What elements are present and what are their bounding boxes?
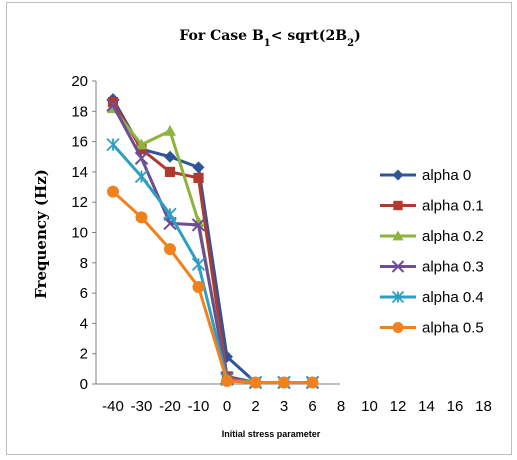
legend-entry: alpha 0.3	[380, 259, 484, 276]
x-tick-label: -40	[102, 398, 124, 415]
x-tick-label: -20	[159, 398, 181, 415]
y-tick-label: 8	[80, 255, 88, 272]
x-axis-label: Initial stress parameter	[222, 429, 321, 439]
title-text: For Case B	[179, 28, 264, 44]
title-mid: < sqrt(2B	[271, 28, 347, 44]
data-point	[278, 376, 290, 389]
data-point	[306, 376, 319, 389]
y-tick-label: 16	[71, 134, 88, 151]
x-tick-label: -30	[131, 398, 153, 415]
series-alpha-0	[107, 93, 319, 389]
legend-entry: alpha 0.4	[380, 289, 484, 306]
title-sub2: 2	[347, 38, 354, 49]
data-point	[135, 211, 148, 224]
x-tick-label: 10	[361, 398, 378, 415]
data-point	[192, 281, 205, 294]
series-lines	[106, 93, 320, 390]
data-point	[249, 376, 262, 389]
data-point	[164, 243, 176, 256]
y-tick-label: 0	[80, 376, 88, 393]
y-axis-label: Frequency (Hz)	[32, 169, 50, 299]
y-tick-label: 12	[71, 194, 88, 211]
legend-entry: alpha 0	[380, 167, 471, 184]
legend: alpha 0 alpha 0.1 alpha 0.2 alpha 0.3 alpha …	[380, 167, 484, 337]
x-tick-label: 12	[390, 398, 407, 415]
data-point	[192, 161, 205, 174]
data-point	[163, 207, 177, 221]
axes: 0 2 4 6 8 10 12 14 16 18 20 -40 -30 -20 -10 0 2 3 6 8 10 12 14…	[71, 73, 492, 415]
legend-label: alpha 0.2	[422, 228, 484, 245]
legend-label: alpha 0.5	[422, 320, 484, 337]
data-point	[191, 218, 206, 232]
data-point	[134, 151, 149, 165]
x-tick-label: 14	[418, 398, 435, 415]
legend-label: alpha 0	[422, 167, 471, 184]
legend-marker	[392, 169, 404, 181]
y-tick-label: 6	[80, 285, 88, 302]
legend-label: alpha 0.4	[422, 289, 484, 306]
data-point	[107, 97, 119, 108]
series-alpha-0-2	[107, 102, 319, 388]
y-tick-label: 4	[80, 315, 88, 332]
legend-marker	[391, 260, 405, 273]
y-tick-label: 14	[71, 164, 88, 181]
x-tick-label: 8	[337, 398, 345, 415]
data-point	[135, 138, 148, 150]
data-point	[164, 124, 176, 136]
legend-marker	[393, 200, 403, 211]
x-tick-label: -10	[188, 398, 210, 415]
data-point	[191, 257, 206, 271]
x-tick-label: 2	[251, 398, 259, 415]
x-tick-label: 18	[475, 398, 492, 415]
data-point	[221, 374, 233, 387]
x-tick-label: 6	[308, 398, 316, 415]
data-point	[164, 150, 176, 163]
legend-marker	[391, 290, 405, 304]
y-tick-label: 2	[80, 346, 88, 363]
title-sub1: 1	[264, 38, 271, 49]
legend-entry: alpha 0.5	[380, 320, 484, 337]
x-tick-label: 3	[280, 398, 288, 415]
legend-entry: alpha 0.2	[380, 228, 484, 245]
y-tick-label: 18	[71, 103, 88, 120]
data-point	[106, 137, 120, 152]
data-point	[106, 98, 120, 112]
data-point	[164, 166, 176, 177]
legend-marker	[392, 322, 404, 333]
series-alpha-0-5	[107, 185, 319, 389]
data-point	[107, 185, 119, 198]
x-tick-label: 0	[223, 398, 231, 415]
y-tick-label: 20	[71, 73, 88, 90]
y-tick-label: 10	[71, 225, 88, 242]
legend-label: alpha 0.1	[422, 198, 484, 215]
legend-label: alpha 0.3	[422, 259, 484, 276]
data-point	[134, 169, 149, 184]
chart-title: For Case B1< sqrt(2B2)	[179, 28, 360, 49]
title-end: )	[354, 28, 361, 44]
legend-entry: alpha 0.1	[380, 198, 484, 215]
data-point	[193, 172, 204, 184]
x-tick-label: 16	[447, 398, 464, 415]
legend-marker	[392, 230, 404, 241]
